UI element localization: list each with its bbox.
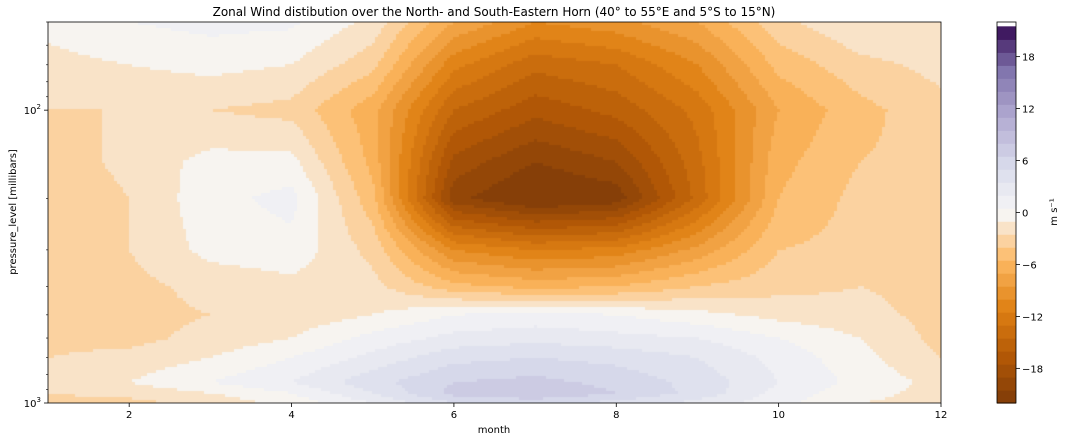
x-axis-title: month — [478, 425, 510, 436]
contour-plot-area — [48, 22, 941, 403]
colorbar-band — [997, 182, 1016, 196]
colorbar-band — [997, 377, 1016, 391]
x-tick-label: 10 — [772, 410, 785, 421]
colorbar-band — [997, 247, 1016, 261]
x-tick-label: 8 — [613, 410, 619, 421]
colorbar-band — [997, 195, 1016, 209]
x-tick-label: 6 — [451, 410, 457, 421]
colorbar-band — [997, 325, 1016, 339]
colorbar-band — [997, 78, 1016, 92]
colorbar-tick-label: −18 — [1022, 364, 1043, 375]
colorbar-band — [997, 52, 1016, 66]
colorbar-band — [997, 39, 1016, 53]
colorbar — [997, 26, 1016, 404]
y-tick-label: 103 — [24, 396, 41, 410]
x-tick-label: 2 — [126, 410, 132, 421]
colorbar-band — [997, 130, 1016, 144]
colorbar-tick-label: 6 — [1022, 157, 1028, 168]
colorbar-band — [997, 299, 1016, 313]
colorbar-band — [997, 351, 1016, 365]
colorbar-band — [997, 65, 1016, 79]
colorbar-ticks: 18 12 6 0 −6 −12 −18 — [1016, 53, 1043, 375]
colorbar-tick-label: 12 — [1022, 105, 1035, 116]
colorbar-band — [997, 390, 1016, 404]
colorbar-band — [997, 286, 1016, 300]
y-tick-label: 102 — [24, 103, 41, 117]
colorbar-band — [997, 143, 1016, 157]
colorbar-band — [997, 104, 1016, 118]
colorbar-band — [997, 117, 1016, 131]
colorbar-band — [997, 208, 1016, 222]
x-axis: 2 4 6 8 10 12 — [126, 403, 947, 421]
x-tick-label: 12 — [935, 410, 948, 421]
y-axis-title: pressure_level [millibars] — [8, 149, 19, 275]
colorbar-band — [997, 156, 1016, 170]
chart-title: Zonal Wind distibution over the North- a… — [213, 5, 776, 19]
colorbar-tick-label: 0 — [1022, 209, 1028, 220]
colorbar-band — [997, 91, 1016, 105]
colorbar-band — [997, 312, 1016, 326]
plot-frame — [47, 21, 942, 404]
colorbar-band — [997, 338, 1016, 352]
colorbar-tick-label: 18 — [1022, 53, 1035, 64]
colorbar-band — [997, 26, 1016, 40]
colorbar-band — [997, 260, 1016, 274]
colorbar-tick-label: −12 — [1022, 312, 1043, 323]
colorbar-tick-label: −6 — [1022, 260, 1037, 271]
colorbar-band — [997, 169, 1016, 183]
y-axis: 102 103 — [24, 21, 48, 410]
colorbar-band — [997, 221, 1016, 235]
x-tick-label: 4 — [288, 410, 294, 421]
colorbar-label: m s⁻¹ — [1049, 198, 1060, 225]
colorbar-band — [997, 364, 1016, 378]
colorbar-band — [997, 234, 1016, 248]
zonal-wind-contour-field — [48, 22, 941, 403]
colorbar-band — [997, 273, 1016, 287]
